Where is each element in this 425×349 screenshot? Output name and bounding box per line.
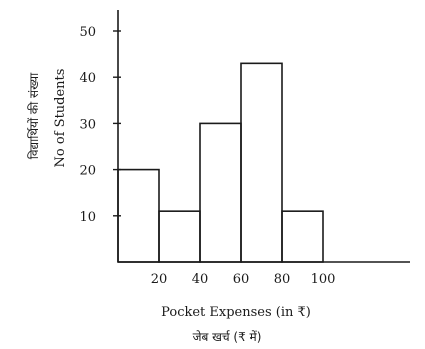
y-tick-label-5: 50 — [79, 25, 96, 40]
x-axis-label: Pocket Expenses (in ₹) — [161, 305, 311, 320]
x-tick-label-4: 80 — [274, 272, 291, 287]
histogram-bars — [117, 62, 324, 263]
histogram-bar-1 — [117, 168, 160, 263]
histogram-bar-3 — [199, 122, 242, 263]
x-tick-label-5: 100 — [311, 272, 336, 287]
y-axis-label-hindi: विद्यार्थियों की संख्या — [27, 72, 41, 159]
y-tick-label-4: 40 — [79, 71, 96, 86]
y-tick-label-3: 30 — [79, 117, 96, 132]
x-tick-label-3: 60 — [233, 272, 250, 287]
y-tick-label-1: 10 — [79, 210, 96, 225]
y-axis-ticks: 10 20 30 40 50 — [79, 25, 121, 225]
y-axis-label: No of Students — [53, 69, 68, 168]
y-tick-label-2: 20 — [79, 164, 96, 179]
x-tick-label-2: 40 — [192, 272, 209, 287]
histogram-bar-4 — [240, 62, 283, 263]
histogram-bar-2 — [158, 210, 201, 263]
x-axis-ticks: 20 40 60 80 100 — [151, 272, 336, 287]
x-axis-label-hindi: जेब खर्च (₹ में) — [193, 330, 262, 344]
x-tick-label-1: 20 — [151, 272, 168, 287]
histogram-bar-5 — [281, 210, 324, 263]
